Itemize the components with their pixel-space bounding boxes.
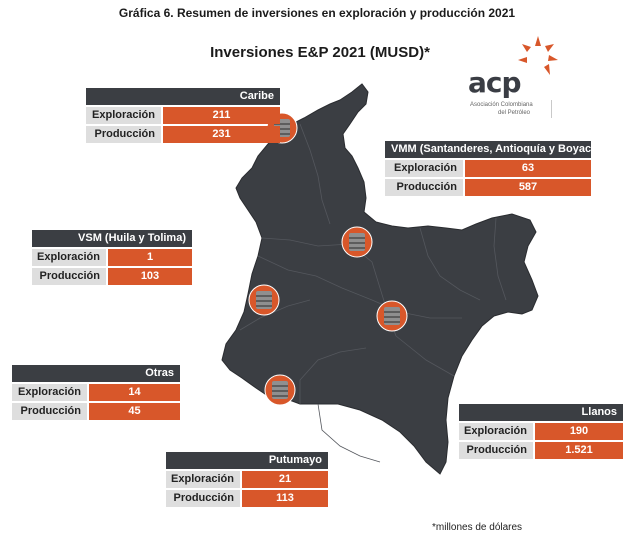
map-title: Inversiones E&P 2021 (MUSD)* bbox=[210, 44, 430, 61]
logo-subtitle-2: del Petróleo bbox=[498, 110, 531, 116]
footnote: *millones de dólares bbox=[432, 522, 523, 533]
region-llanos: Llanos Exploración 190 Producción 1.521 bbox=[459, 404, 623, 459]
produccion-value: 231 bbox=[163, 126, 280, 143]
produccion-label: Producción bbox=[459, 442, 533, 459]
produccion-row: Producción 231 bbox=[86, 126, 280, 143]
exploracion-row: Exploración 14 bbox=[12, 384, 180, 401]
produccion-label: Producción bbox=[86, 126, 161, 143]
exploracion-value: 63 bbox=[465, 160, 591, 177]
region-caribe: Caribe Exploración 211 Producción 231 bbox=[86, 88, 280, 143]
exploracion-label: Exploración bbox=[12, 384, 87, 401]
region-vmm: VMM (Santanderes, Antioquía y Boyacá) Ex… bbox=[385, 141, 601, 196]
exploracion-value: 14 bbox=[89, 384, 180, 401]
produccion-value: 113 bbox=[242, 490, 328, 507]
exploracion-label: Exploración bbox=[86, 107, 161, 124]
region-header: Llanos bbox=[459, 404, 623, 421]
produccion-label: Producción bbox=[12, 403, 87, 420]
exploracion-row: Exploración 1 bbox=[32, 249, 192, 266]
region-header: VSM (Huila y Tolima) bbox=[32, 230, 192, 247]
produccion-value: 103 bbox=[108, 268, 192, 285]
exploracion-row: Exploración 21 bbox=[166, 471, 328, 488]
exploracion-label: Exploración bbox=[32, 249, 106, 266]
exploracion-label: Exploración bbox=[166, 471, 240, 488]
region-header: VMM (Santanderes, Antioquía y Boyacá) bbox=[385, 141, 601, 158]
region-header: Putumayo bbox=[166, 452, 328, 469]
acp-logo: acp Asociación Colombiana del Petróleo bbox=[468, 30, 568, 130]
exploracion-value: 190 bbox=[535, 423, 623, 440]
region-header: Caribe bbox=[86, 88, 280, 105]
produccion-label: Producción bbox=[32, 268, 106, 285]
exploracion-value: 21 bbox=[242, 471, 328, 488]
produccion-label: Producción bbox=[166, 490, 240, 507]
region-putumayo: Putumayo Exploración 21 Producción 113 bbox=[166, 452, 328, 507]
region-header: Otras bbox=[12, 365, 180, 382]
figure-caption: Gráfica 6. Resumen de inversiones en exp… bbox=[118, 6, 516, 20]
logo-subtitle-1: Asociación Colombiana bbox=[470, 102, 533, 108]
exploracion-row: Exploración 63 bbox=[385, 160, 591, 177]
produccion-label: Producción bbox=[385, 179, 463, 196]
exploracion-label: Exploración bbox=[385, 160, 463, 177]
exploracion-row: Exploración 190 bbox=[459, 423, 623, 440]
produccion-value: 45 bbox=[89, 403, 180, 420]
logo-name: acp bbox=[468, 66, 522, 99]
region-vsm: VSM (Huila y Tolima) Exploración 1 Produ… bbox=[32, 230, 192, 285]
produccion-row: Producción 103 bbox=[32, 268, 192, 285]
colombia-shape bbox=[221, 83, 539, 475]
exploracion-value: 1 bbox=[108, 249, 192, 266]
produccion-row: Producción 587 bbox=[385, 179, 591, 196]
produccion-row: Producción 45 bbox=[12, 403, 180, 420]
exploracion-row: Exploración 211 bbox=[86, 107, 280, 124]
exploracion-label: Exploración bbox=[459, 423, 533, 440]
produccion-value: 1.521 bbox=[535, 442, 623, 459]
produccion-row: Producción 113 bbox=[166, 490, 328, 507]
sun-logo-icon bbox=[518, 36, 558, 75]
produccion-value: 587 bbox=[465, 179, 591, 196]
logo-divider bbox=[551, 100, 552, 118]
region-otras: Otras Exploración 14 Producción 45 bbox=[12, 365, 180, 420]
exploracion-value: 211 bbox=[163, 107, 280, 124]
produccion-row: Producción 1.521 bbox=[459, 442, 623, 459]
